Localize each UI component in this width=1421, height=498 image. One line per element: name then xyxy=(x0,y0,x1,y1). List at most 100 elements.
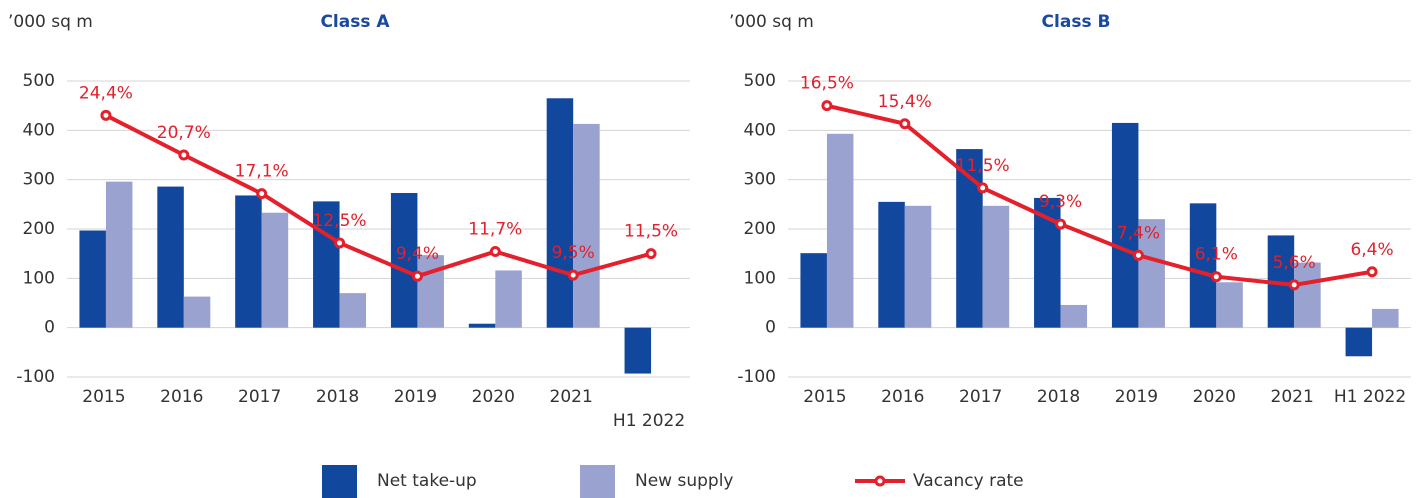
bar xyxy=(1216,282,1243,328)
line-marker xyxy=(489,246,501,258)
x-tick-label: 2017 xyxy=(238,387,281,407)
y-tick-label: 200 xyxy=(744,219,776,239)
bar xyxy=(79,230,106,328)
data-label: 7,4% xyxy=(1117,223,1160,243)
chart-title: Class A xyxy=(320,12,390,32)
legend-swatch xyxy=(874,475,886,487)
bar xyxy=(339,293,367,328)
line-marker xyxy=(1132,249,1144,261)
line-marker xyxy=(977,182,989,194)
bar xyxy=(826,133,854,328)
x-tick-label: H1 2022 xyxy=(1334,387,1406,407)
x-tick-label: 2016 xyxy=(160,387,203,407)
bar xyxy=(1345,327,1373,357)
line-marker xyxy=(178,149,190,161)
x-tick-label: 2020 xyxy=(472,387,515,407)
bar xyxy=(982,205,1010,328)
bar xyxy=(1111,122,1139,328)
x-tick-label: 2021 xyxy=(1271,387,1314,407)
data-label: 11,5% xyxy=(624,222,678,242)
y-tick-label: 200 xyxy=(23,219,55,239)
legend-label: New supply xyxy=(635,471,733,491)
data-label: 9,5% xyxy=(552,243,595,263)
legend-label: Vacancy rate xyxy=(913,471,1024,491)
data-label: 9,4% xyxy=(396,244,439,264)
bar xyxy=(624,327,652,374)
bar xyxy=(573,123,600,328)
x-tick-label: 2021 xyxy=(550,387,593,407)
data-label: 6,4% xyxy=(1350,240,1393,260)
x-tick-label: 2015 xyxy=(82,387,125,407)
bar xyxy=(546,98,574,328)
x-tick-label: H1 2022 xyxy=(613,411,685,431)
x-tick-label: 2018 xyxy=(1037,387,1080,407)
bar xyxy=(417,255,444,328)
y-axis-label: ’000 sq m xyxy=(8,12,93,32)
y-tick-label: 300 xyxy=(744,170,776,190)
line-marker xyxy=(1366,266,1378,278)
x-tick-label: 2018 xyxy=(316,387,359,407)
bar xyxy=(235,195,262,328)
data-label: 6,1% xyxy=(1195,245,1238,265)
x-tick-label: 2019 xyxy=(1115,387,1158,407)
line-marker xyxy=(567,269,579,281)
bar xyxy=(800,253,827,328)
data-label: 24,4% xyxy=(79,83,133,103)
line-marker xyxy=(334,237,346,249)
data-label: 12,5% xyxy=(313,211,367,231)
bar xyxy=(261,212,289,328)
data-label: 11,5% xyxy=(956,156,1010,176)
line xyxy=(826,103,1373,287)
legend-label: Net take-up xyxy=(377,471,477,491)
bar xyxy=(1060,304,1088,328)
data-label: 5,6% xyxy=(1273,253,1316,273)
x-tick-label: 2019 xyxy=(394,387,437,407)
line xyxy=(105,113,652,279)
legend-swatch xyxy=(322,465,357,498)
data-label: 15,4% xyxy=(878,92,932,112)
bar xyxy=(183,296,211,328)
data-label: 20,7% xyxy=(157,123,211,143)
y-tick-label: 0 xyxy=(765,318,776,338)
x-tick-label: 2020 xyxy=(1193,387,1236,407)
line-marker xyxy=(1210,271,1222,283)
y-tick-label: -100 xyxy=(737,367,776,387)
data-label: 16,5% xyxy=(800,74,854,94)
bar xyxy=(1372,308,1399,328)
line-marker xyxy=(1055,218,1067,230)
y-tick-label: 100 xyxy=(744,268,776,288)
line-marker xyxy=(899,118,911,130)
bar xyxy=(1138,219,1165,328)
line-marker xyxy=(411,270,423,282)
data-label: 9,3% xyxy=(1039,192,1082,212)
x-tick-label: 2016 xyxy=(881,387,924,407)
line-marker xyxy=(100,109,112,121)
line-marker xyxy=(821,100,833,112)
y-tick-label: 100 xyxy=(23,268,55,288)
y-tick-label: 0 xyxy=(44,318,55,338)
bar xyxy=(157,186,184,328)
y-tick-label: 300 xyxy=(23,170,55,190)
y-tick-label: -100 xyxy=(16,367,55,387)
legend-swatch xyxy=(580,465,615,498)
bar xyxy=(313,201,340,328)
line-marker xyxy=(1288,279,1300,291)
x-tick-label: 2015 xyxy=(803,387,846,407)
x-tick-label: 2017 xyxy=(959,387,1002,407)
y-tick-label: 400 xyxy=(744,120,776,140)
bar xyxy=(390,192,418,328)
chart-title: Class B xyxy=(1042,12,1111,32)
data-label: 11,7% xyxy=(468,220,522,240)
line-marker xyxy=(645,248,657,260)
bar xyxy=(904,205,932,328)
y-tick-label: 500 xyxy=(744,71,776,91)
bar xyxy=(1294,262,1321,328)
bar xyxy=(468,323,496,328)
bar xyxy=(878,201,905,328)
bar xyxy=(495,270,522,328)
y-tick-label: 500 xyxy=(23,71,55,91)
bar xyxy=(1189,203,1217,328)
bar xyxy=(105,181,133,328)
y-axis-label: ’000 sq m xyxy=(729,12,814,32)
